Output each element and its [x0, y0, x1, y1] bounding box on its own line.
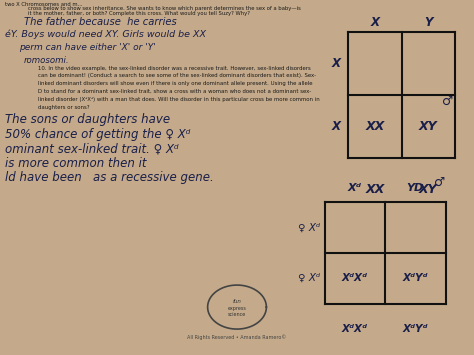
Text: ♂: ♂	[434, 176, 446, 189]
Text: 50% chance of getting the ♀ Xᵈ: 50% chance of getting the ♀ Xᵈ	[5, 128, 190, 141]
Text: XX: XX	[365, 183, 385, 196]
Text: express: express	[228, 306, 246, 311]
Text: X: X	[371, 16, 380, 29]
Text: fun: fun	[233, 299, 241, 304]
Text: XᵈXᵈ: XᵈXᵈ	[342, 324, 368, 334]
Text: daughters or sons?: daughters or sons?	[38, 105, 90, 110]
Text: The sons or daughters have: The sons or daughters have	[5, 113, 170, 126]
Text: Y: Y	[424, 16, 433, 29]
Text: ♂: ♂	[442, 95, 454, 108]
Text: XX: XX	[365, 120, 385, 133]
Text: XᵈYᵈ: XᵈYᵈ	[402, 324, 428, 334]
Text: XY: XY	[419, 183, 438, 196]
Text: it the mother, father, or both? Complete this cross. What would you tell Suzy? W: it the mother, father, or both? Complete…	[28, 11, 250, 16]
Text: is more common then it: is more common then it	[5, 157, 146, 170]
Text: XY: XY	[419, 120, 438, 133]
Text: 10. In the video example, the sex-linked disorder was a recessive trait. However: 10. In the video example, the sex-linked…	[38, 66, 310, 71]
Text: XᵈXᵈ: XᵈXᵈ	[342, 273, 368, 283]
Text: ld have been   as a recessive gene.: ld have been as a recessive gene.	[5, 171, 213, 184]
Text: science: science	[228, 312, 246, 317]
Text: perm can have either 'X' or 'Y': perm can have either 'X' or 'Y'	[19, 43, 156, 52]
Text: two X Chromosomes and m...: two X Chromosomes and m...	[5, 2, 82, 7]
Text: romosomi.: romosomi.	[24, 56, 69, 65]
Text: Xᵈ: Xᵈ	[348, 183, 362, 193]
Text: linked dominant disorders will show even if there is only one dominant allele pr: linked dominant disorders will show even…	[38, 81, 312, 86]
Text: can be dominant! (Conduct a search to see some of the sex-linked dominant disord: can be dominant! (Conduct a search to se…	[38, 73, 316, 78]
Text: The father because  he carries: The father because he carries	[24, 17, 176, 27]
Text: All Rights Reserved • Amanda Ramero©: All Rights Reserved • Amanda Ramero©	[187, 334, 287, 340]
Text: XᵈYᵈ: XᵈYᵈ	[402, 273, 428, 283]
Text: ominant sex-linked trait. ♀ Xᵈ: ominant sex-linked trait. ♀ Xᵈ	[5, 143, 179, 156]
Text: cross below to show sex inheritance. She wants to know which parent determines t: cross below to show sex inheritance. She…	[28, 6, 301, 11]
Text: YD: YD	[407, 183, 424, 193]
Text: X: X	[332, 120, 341, 133]
Text: D to stand for a dominant sex-linked trait, show a cross with a woman who does n: D to stand for a dominant sex-linked tra…	[38, 89, 311, 94]
Text: X: X	[332, 57, 341, 70]
Text: éY. Boys would need XY. Girls would be XX: éY. Boys would need XY. Girls would be X…	[5, 30, 206, 39]
Text: ♀ Xᵈ: ♀ Xᵈ	[298, 273, 320, 283]
Text: ♀ Xᵈ: ♀ Xᵈ	[298, 223, 320, 233]
Text: linked disorder (XᵈXᵈ) with a man that does. Will the disorder in this particula: linked disorder (XᵈXᵈ) with a man that d…	[38, 97, 319, 102]
